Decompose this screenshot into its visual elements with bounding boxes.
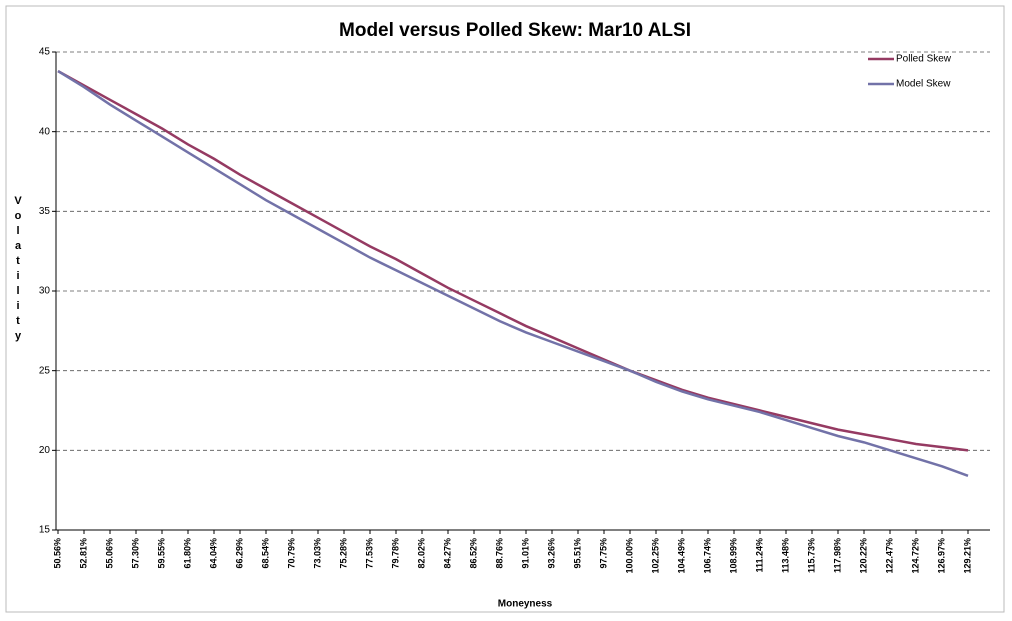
series-line [57, 70, 969, 478]
x-tick-label: 97.75% [598, 538, 608, 569]
x-tick-label: 104.49% [676, 538, 686, 574]
x-tick-label: 120.22% [858, 538, 868, 574]
legend-label: Polled Skew [896, 54, 952, 65]
x-tick-label: 91.01% [520, 538, 530, 569]
x-tick-label: 86.52% [468, 538, 478, 569]
x-tick-label: 68.54% [260, 538, 270, 569]
y-tick-label: 20 [39, 445, 51, 456]
x-tick-label: 61.80% [182, 538, 192, 569]
chart-frame [5, 5, 1005, 613]
y-tick-label: 30 [39, 286, 51, 297]
x-axis-label: Moneyness [498, 599, 553, 610]
x-tick-label: 64.04% [208, 538, 218, 569]
x-tick-label: 75.28% [338, 538, 348, 569]
x-tick-label: 113.48% [780, 538, 790, 573]
series-line [57, 70, 969, 452]
x-tick-label: 100.00% [624, 538, 634, 574]
y-tick-label: 15 [39, 525, 51, 536]
x-tick-label: 111.24% [754, 538, 764, 573]
x-tick-label: 57.30% [130, 538, 140, 569]
x-tick-label: 50.56% [52, 538, 62, 569]
x-tick-label: 73.03% [312, 538, 322, 569]
y-axis-label: Volatility [12, 195, 24, 345]
y-tick-label: 35 [39, 206, 51, 217]
x-tick-label: 52.81% [78, 538, 88, 569]
y-tick-label: 45 [39, 47, 51, 58]
x-tick-label: 129.21% [962, 538, 972, 574]
x-tick-label: 115.73% [806, 538, 816, 573]
chart-title: Model versus Polled Skew: Mar10 ALSI [339, 20, 691, 41]
x-tick-label: 108.99% [728, 538, 738, 574]
x-tick-label: 124.72% [910, 538, 920, 574]
x-tick-label: 79.78% [390, 538, 400, 569]
x-tick-label: 122.47% [884, 538, 894, 574]
x-tick-label: 70.79% [286, 538, 296, 569]
x-tick-label: 93.26% [546, 538, 556, 569]
x-tick-label: 102.25% [650, 538, 660, 574]
x-tick-label: 126.97% [936, 538, 946, 574]
x-tick-label: 106.74% [702, 538, 712, 574]
x-tick-label: 88.76% [494, 538, 504, 569]
x-tick-label: 95.51% [572, 538, 582, 569]
x-tick-label: 82.02% [416, 538, 426, 569]
x-tick-label: 59.55% [156, 538, 166, 569]
x-tick-label: 117.98% [832, 538, 842, 573]
x-tick-label: 84.27% [442, 538, 452, 569]
x-tick-label: 55.06% [104, 538, 114, 569]
y-tick-label: 40 [39, 126, 51, 137]
x-tick-label: 66.29% [234, 538, 244, 569]
y-tick-label: 25 [39, 365, 51, 376]
legend-label: Model Skew [896, 79, 951, 90]
x-tick-label: 77.53% [364, 538, 374, 569]
